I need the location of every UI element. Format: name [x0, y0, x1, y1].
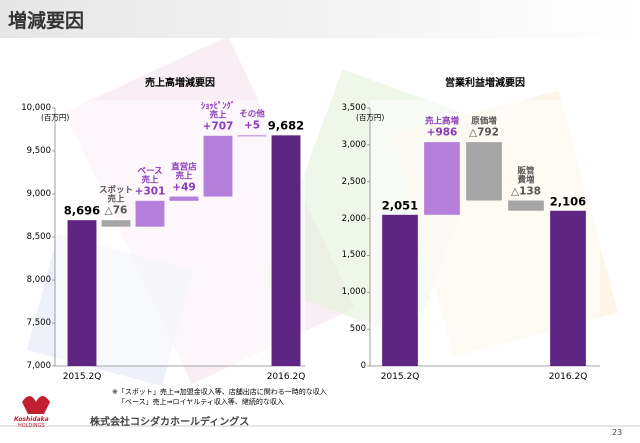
y-tick-label: 1,000 — [341, 287, 366, 298]
page-number: 23 — [612, 428, 623, 437]
unit-label: (百万円) — [356, 113, 385, 122]
header-band — [0, 0, 640, 38]
value-label: △792 — [469, 126, 499, 139]
y-tick-label: 8,500 — [26, 232, 51, 242]
value-label: +707 — [202, 120, 234, 133]
unit-label: (百万円) — [41, 113, 70, 122]
category-label: その他 — [239, 110, 265, 120]
value-label: 9,682 — [267, 118, 305, 133]
y-tick-label: 2,000 — [341, 213, 366, 224]
category-label: ベース 売上 — [137, 166, 163, 186]
y-tick-label: 10,000 — [21, 103, 51, 113]
plot-bg — [55, 100, 305, 366]
y-tick-label: 7,500 — [26, 318, 51, 328]
bar — [382, 214, 418, 366]
bar — [271, 135, 301, 366]
y-tick-label: 1,500 — [341, 250, 366, 261]
value-label: △138 — [511, 184, 541, 197]
value-label: +5 — [243, 119, 261, 132]
chart-title: 営業利益増減要因 — [445, 78, 525, 89]
bar — [508, 200, 544, 211]
y-tick-label: 2,500 — [341, 176, 366, 187]
x-tick-label: 2016.2Q — [548, 372, 588, 382]
y-tick-label: 8,000 — [26, 275, 51, 285]
category-label: 直営店 売上 — [171, 161, 197, 182]
value-label: 2,051 — [381, 198, 419, 213]
y-tick-label: 3,000 — [341, 139, 366, 150]
footnote-line: ※「スポット」売上⇒加盟金収入等、店舗出店に関わる一時的な収入 — [112, 388, 327, 396]
slide-title: 増減要因 — [8, 10, 85, 32]
category-label: スポット 売上 — [98, 185, 134, 205]
logo-mark — [22, 396, 50, 414]
y-tick-label: 500 — [349, 324, 366, 335]
value-label: △76 — [104, 204, 128, 217]
y-tick-label: 3,500 — [341, 103, 366, 113]
category-label: 原価増 — [471, 116, 497, 127]
bar — [135, 200, 165, 227]
bar — [424, 142, 460, 215]
value-label: 8,696 — [63, 203, 101, 218]
bar — [237, 135, 267, 137]
value-label: +49 — [172, 181, 196, 194]
logo-text: Koshidaka — [14, 416, 49, 423]
bar — [203, 135, 233, 197]
bar — [550, 210, 586, 366]
category-label: 売上高増 — [424, 116, 460, 127]
x-tick-label: 2015.2Q — [380, 372, 420, 382]
y-tick-label: 0 — [360, 361, 366, 371]
y-tick-label: 9,500 — [26, 146, 51, 156]
footnote: ※「スポット」売上⇒加盟金収入等、店舗出店に関わる一時的な収入 「ベース」売上⇒… — [112, 387, 327, 407]
logo-sub: HOLDINGS — [18, 423, 45, 429]
value-label: +301 — [134, 185, 166, 198]
y-tick-label: 9,000 — [26, 189, 51, 199]
value-label: +986 — [426, 126, 458, 139]
value-label: 2,106 — [549, 194, 587, 209]
bar — [466, 142, 502, 201]
x-tick-label: 2015.2Q — [62, 372, 102, 382]
footnote-line: 「ベース」売上⇒ロイヤルティ収入等、継続的な収入 — [118, 398, 284, 406]
bar — [101, 220, 131, 227]
chart-title: 売上高増減要因 — [145, 78, 215, 89]
category-label: ｼｮｯﾋﾟﾝｸﾞ 売上 — [200, 101, 236, 121]
x-tick-label: 2016.2Q — [266, 372, 306, 382]
category-label: 販管 費増 — [517, 165, 535, 186]
company-name: 株式会社コシダカホールディングス — [90, 417, 250, 428]
bar — [67, 220, 97, 366]
bar — [169, 196, 199, 201]
y-tick-label: 7,000 — [26, 361, 51, 371]
